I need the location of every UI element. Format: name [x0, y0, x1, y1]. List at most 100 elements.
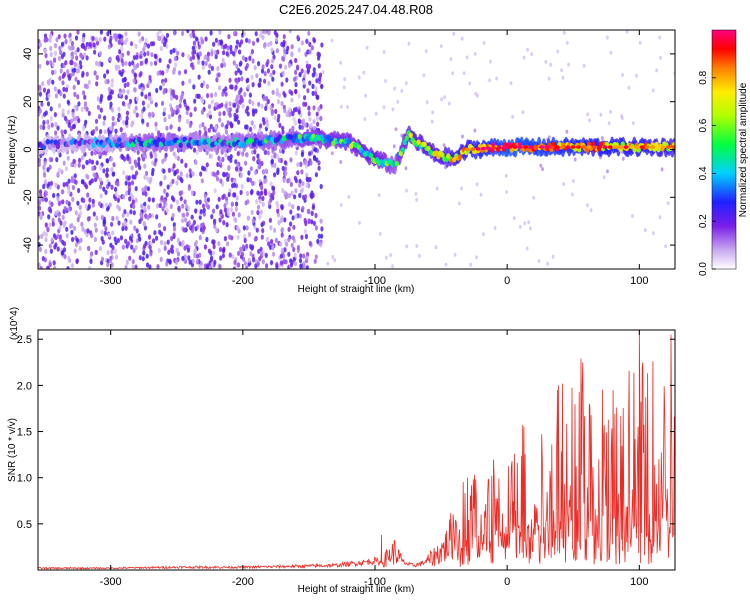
noise-cell: [141, 256, 145, 262]
noise-cell: [91, 198, 95, 204]
noise-cell: [631, 214, 634, 218]
noise-cell: [175, 180, 179, 186]
noise-cell: [141, 118, 145, 124]
noise-cell: [56, 171, 60, 177]
noise-cell: [71, 45, 75, 51]
noise-cell: [299, 161, 303, 168]
noise-cell: [39, 212, 43, 218]
noise-cell: [236, 225, 240, 231]
noise-cell: [279, 253, 283, 259]
noise-cell: [586, 112, 590, 117]
noise-cell: [240, 39, 244, 45]
noise-cell: [292, 116, 296, 122]
noise-cell: [357, 75, 361, 80]
noise-cell: [261, 201, 265, 207]
noise-cell: [189, 225, 193, 231]
noise-cell: [209, 257, 213, 263]
noise-cell: [275, 87, 279, 93]
noise-cell: [107, 181, 111, 187]
noise-cell: [228, 107, 232, 113]
noise-cell: [52, 192, 56, 199]
noise-cell: [207, 248, 212, 254]
noise-cell: [442, 143, 446, 148]
noise-cell: [198, 123, 202, 129]
noise-cell: [254, 108, 258, 114]
ridge-core-cell: [496, 145, 502, 150]
noise-cell: [308, 49, 312, 55]
noise-cell: [260, 103, 264, 109]
noise-cell: [164, 77, 168, 83]
noise-cell: [250, 74, 254, 80]
noise-cell: [276, 167, 280, 173]
noise-cell: [148, 213, 152, 219]
noise-cell: [163, 241, 167, 247]
noise-cell: [188, 168, 192, 174]
noise-cell: [281, 148, 285, 154]
noise-cell: [240, 76, 244, 82]
noise-cell: [141, 36, 145, 42]
noise-cell: [239, 166, 243, 172]
noise-cell: [285, 111, 289, 117]
noise-cell: [232, 30, 237, 37]
noise-cell: [225, 222, 229, 228]
noise-cell: [126, 155, 130, 161]
noise-cell: [405, 188, 408, 193]
noise-cell: [92, 42, 96, 48]
noise-cell: [291, 215, 295, 221]
noise-cell: [201, 98, 205, 104]
noise-cell: [118, 49, 122, 55]
noise-cell: [229, 84, 233, 90]
noise-cell: [274, 237, 278, 243]
noise-cell: [458, 201, 461, 206]
noise-cell: [264, 252, 268, 258]
noise-cell: [123, 209, 127, 215]
noise-cell: [187, 185, 191, 192]
noise-cell: [107, 86, 111, 92]
noise-cell: [46, 226, 50, 233]
noise-cell: [76, 217, 80, 223]
noise-cell: [254, 263, 258, 269]
noise-cell: [57, 167, 62, 173]
noise-cell: [317, 160, 321, 166]
colorbar-ticks: 0.0 0.2 0.4 0.6 0.8: [698, 70, 716, 276]
noise-cell: [172, 226, 177, 232]
noise-cell: [212, 171, 216, 177]
noise-cell: [181, 255, 185, 261]
noise-cell: [239, 172, 244, 178]
noise-cell: [210, 92, 214, 98]
noise-cell: [281, 165, 285, 172]
noise-cell: [159, 45, 163, 52]
noise-cell: [609, 109, 612, 114]
y-tick-label: 1.0: [17, 473, 32, 485]
noise-cell: [239, 189, 243, 196]
noise-cell: [218, 246, 223, 253]
noise-cell: [156, 31, 160, 37]
noise-cell: [310, 45, 314, 51]
noise-cell: [46, 88, 51, 94]
noise-cell: [185, 203, 189, 209]
noise-cell: [63, 33, 67, 39]
noise-cell: [237, 250, 241, 256]
y-tick-label: 20: [22, 96, 34, 108]
noise-cell: [61, 214, 65, 220]
ridge-cell: [293, 133, 298, 139]
noise-cell: [182, 227, 186, 233]
noise-cell: [164, 37, 168, 43]
noise-cell: [190, 214, 194, 220]
noise-cell: [201, 60, 205, 66]
noise-cell: [306, 88, 310, 94]
noise-cell: [305, 182, 309, 189]
noise-cell: [134, 197, 138, 203]
noise-cell: [567, 62, 570, 67]
noise-cell: [279, 260, 284, 266]
noise-cell: [109, 125, 113, 131]
noise-cell: [606, 169, 609, 174]
noise-cell: [306, 177, 310, 183]
noise-cell: [94, 227, 98, 233]
noise-cell: [239, 248, 243, 254]
noise-cell: [149, 251, 153, 257]
noise-cell: [144, 38, 148, 44]
noise-cell: [495, 76, 498, 81]
noise-cell: [100, 236, 104, 242]
